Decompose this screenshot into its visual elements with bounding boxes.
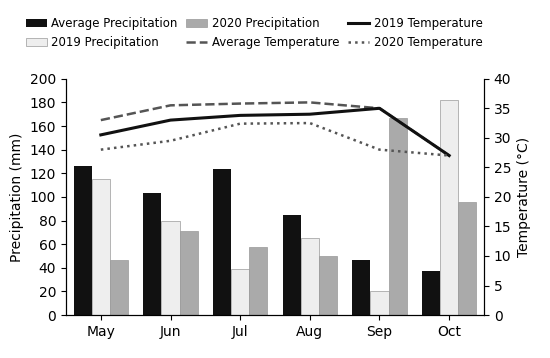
2019 Temperature (237, 113, 244, 117)
Line: 2019 Temperature: 2019 Temperature (101, 108, 449, 155)
Y-axis label: Precipitation (mm): Precipitation (mm) (10, 132, 24, 262)
Legend: Average Precipitation, 2019 Precipitation, 2020 Precipitation, Average Temperatu: Average Precipitation, 2019 Precipitatio… (22, 14, 486, 53)
Bar (301, 238, 319, 315)
Y-axis label: Temperature (°C): Temperature (°C) (517, 137, 531, 257)
2020 Temperature (376, 147, 383, 152)
2019 Temperature (306, 112, 313, 116)
Bar (283, 215, 301, 315)
Bar (162, 221, 179, 315)
2020 Temperature (237, 121, 244, 126)
Bar (440, 100, 458, 315)
Average Temperature (306, 100, 313, 105)
Bar (458, 202, 476, 315)
Average Temperature (376, 106, 383, 110)
Bar (144, 193, 162, 315)
2019 Temperature (376, 106, 383, 110)
2019 Temperature (97, 133, 104, 137)
Average Temperature (167, 103, 174, 107)
2020 Temperature (97, 147, 104, 152)
2019 Temperature (446, 153, 453, 158)
2020 Temperature (446, 153, 453, 158)
Bar (179, 231, 197, 315)
Bar (231, 269, 249, 315)
Bar (319, 256, 337, 315)
2020 Temperature (306, 121, 313, 125)
Bar (371, 291, 388, 315)
Bar (249, 247, 267, 315)
Bar (74, 166, 92, 315)
Bar (213, 169, 231, 315)
Bar (92, 179, 110, 315)
Bar (353, 260, 371, 315)
Bar (422, 271, 440, 315)
2020 Temperature (167, 139, 174, 143)
Line: 2020 Temperature: 2020 Temperature (101, 123, 449, 155)
Bar (110, 260, 128, 315)
2019 Temperature (167, 118, 174, 122)
Average Temperature (97, 118, 104, 122)
Average Temperature (446, 153, 453, 158)
Bar (388, 118, 406, 315)
Line: Average Temperature: Average Temperature (101, 102, 449, 155)
Average Temperature (237, 101, 244, 106)
